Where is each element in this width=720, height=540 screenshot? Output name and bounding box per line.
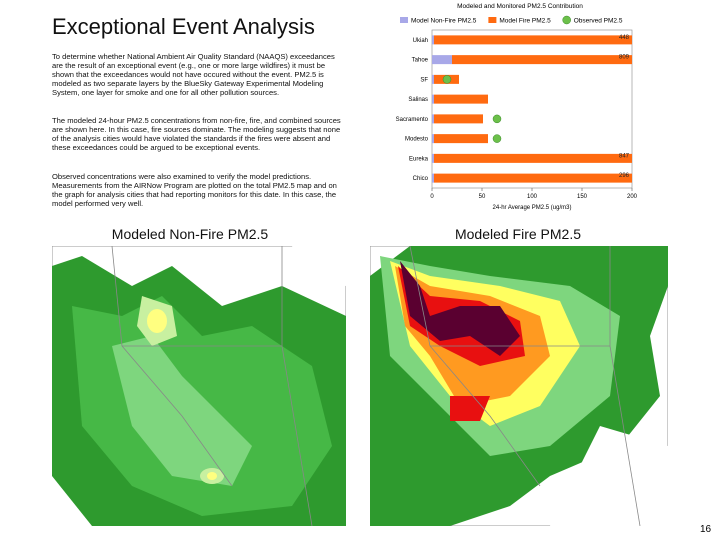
legend-label: Observed PM2.5 [574,18,623,25]
chart-title: Modeled and Monitored PM2.5 Contribution [457,3,583,10]
legend-marker [488,17,497,23]
x-tick-label: 0 [430,194,434,200]
bar-value-label: 448 [619,35,630,41]
bar [452,55,632,65]
bar [434,153,632,163]
bar-value-label: 296 [619,173,630,179]
bar-value-label: 847 [619,153,630,159]
x-tick-label: 150 [577,194,588,200]
y-tick-label: Sacramento [396,117,429,123]
bar [434,134,488,144]
legend-marker [400,17,408,23]
x-axis-label: 24-hr Average PM2.5 (ug/m3) [493,205,572,211]
chart: Modeled and Monitored PM2.5 Contribution… [396,3,638,211]
map-title: Modeled Fire PM2.5 [454,226,582,242]
bar-value-label: 809 [619,55,630,61]
legend-marker [562,15,571,25]
observed-point [492,134,502,143]
bar [434,35,632,45]
bar [432,94,434,104]
observed-point [442,75,452,84]
y-tick-label: Modesto [405,137,429,143]
map-fire [370,246,668,526]
y-tick-label: Salinas [408,97,428,103]
y-tick-label: Tahoe [412,58,429,64]
bar [432,134,434,144]
y-tick-label: Chico [413,176,429,182]
plot-area [431,29,633,189]
bar [434,173,632,183]
bar [432,153,434,163]
paragraph: The modeled 24-hour PM2.5 concentrations… [52,116,341,152]
observed-point [492,114,502,124]
bar [434,94,488,104]
bar [432,114,434,124]
map-non-fire [52,246,346,526]
map-title: Modeled Non-Fire PM2.5 [111,226,269,242]
slide-title: Exceptional Event Analysis [52,14,315,39]
y-tick-label: Eureka [409,156,429,162]
x-tick-label: 50 [479,194,486,200]
paragraph: Observed concentrations were also examin… [52,172,337,208]
bar [432,35,434,45]
bar [432,173,434,183]
x-tick-label: 100 [527,194,538,200]
y-tick-label: Ukiah [413,38,428,44]
bar [434,114,483,124]
bar [432,74,434,84]
paragraph: To determine whether National Ambient Ai… [52,52,335,97]
x-tick-label: 200 [627,194,638,200]
legend-label: Model Non-Fire PM2.5 [411,18,477,25]
legend-label: Model Fire PM2.5 [499,18,551,25]
y-tick-label: SF [420,77,428,83]
bar [432,55,452,65]
page-number: 16 [700,524,712,535]
